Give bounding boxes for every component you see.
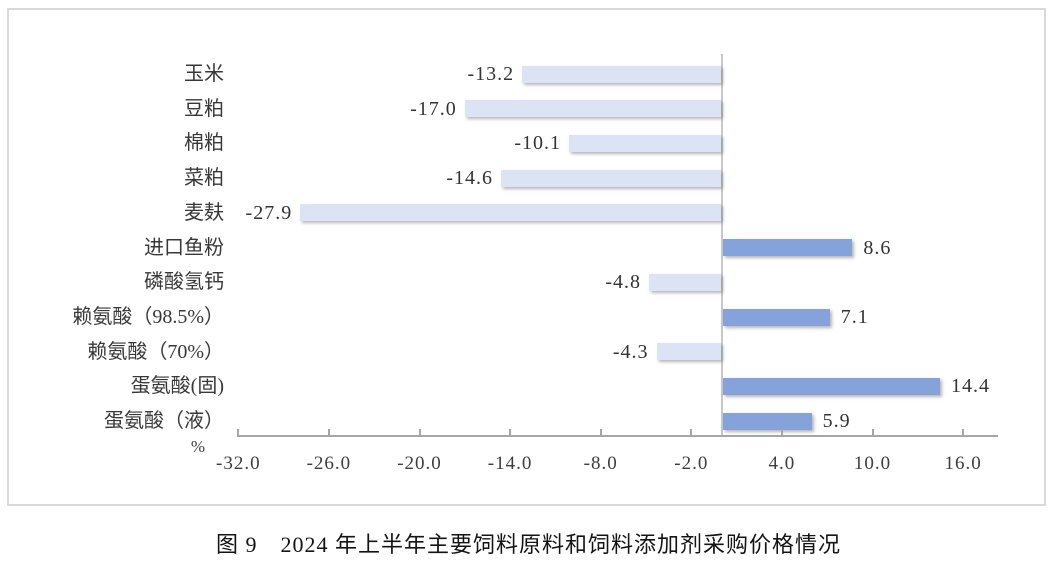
- category-label: 棉粕: [184, 132, 224, 155]
- x-axis-tick-label: 16.0: [944, 453, 982, 474]
- category-label: 蛋氨酸(固): [130, 375, 224, 398]
- x-axis-tick-label: 10.0: [853, 453, 892, 474]
- x-axis-tick-label: -8.0: [583, 453, 618, 474]
- category-label: 玉米: [184, 63, 224, 85]
- category-label: 蛋氨酸（液）: [104, 410, 224, 433]
- x-axis-tick: [871, 429, 874, 435]
- bar: [522, 65, 722, 83]
- value-label: -17.0: [410, 97, 457, 120]
- x-axis-tick-label: -26.0: [306, 453, 352, 474]
- bar: [464, 100, 722, 118]
- category-label: 磷酸氢钙: [144, 271, 224, 294]
- value-label: 8.6: [863, 236, 892, 259]
- bar: [300, 204, 722, 222]
- x-axis-tick: [690, 429, 693, 435]
- value-label: -27.9: [245, 201, 293, 224]
- value-label: -4.8: [605, 271, 642, 294]
- x-axis-tick: [327, 429, 330, 435]
- x-axis-tick-label: -2.0: [674, 453, 709, 474]
- value-label: -14.6: [446, 167, 494, 190]
- bar: [722, 377, 940, 395]
- bar: [649, 273, 722, 291]
- category-label: 麦麸: [184, 201, 224, 224]
- bar: [722, 239, 853, 257]
- bar: [722, 412, 812, 430]
- bar: [568, 134, 722, 152]
- value-label: -13.2: [467, 63, 515, 85]
- category-label: 豆粕: [184, 97, 224, 120]
- bar: [501, 169, 722, 187]
- bar: [656, 343, 722, 361]
- value-label: 5.9: [822, 410, 851, 433]
- value-label: -10.1: [514, 132, 561, 155]
- value-label: 14.4: [950, 375, 990, 398]
- category-label: 进口鱼粉: [144, 236, 224, 259]
- category-label: 菜粕: [184, 167, 224, 190]
- x-axis-tick-label: 4.0: [768, 453, 796, 474]
- x-axis-tick: [780, 429, 783, 435]
- category-label: 赖氨酸（98.5%）: [72, 306, 224, 329]
- x-axis-tick: [237, 429, 240, 435]
- category-label: 赖氨酸（70%）: [87, 340, 224, 363]
- x-axis-tick-label: -20.0: [397, 453, 442, 474]
- figure-caption: 图 9 2024 年上半年主要饲料原料和饲料添加剂采购价格情况: [215, 532, 841, 557]
- x-axis-tick-label: -32.0: [216, 453, 261, 474]
- bar: [722, 308, 830, 326]
- axis-unit-label: %: [190, 437, 206, 456]
- x-axis-tick: [962, 429, 965, 435]
- x-axis-tick-label: -14.0: [487, 453, 533, 474]
- value-label: -4.3: [612, 340, 649, 363]
- x-axis-tick: [509, 429, 512, 435]
- chart-frame: [7, 8, 1046, 506]
- x-axis-tick: [599, 429, 602, 435]
- x-axis-line: [237, 435, 998, 437]
- zero-axis-line: [720, 54, 723, 435]
- value-label: 7.1: [840, 306, 869, 329]
- x-axis-tick: [418, 429, 421, 435]
